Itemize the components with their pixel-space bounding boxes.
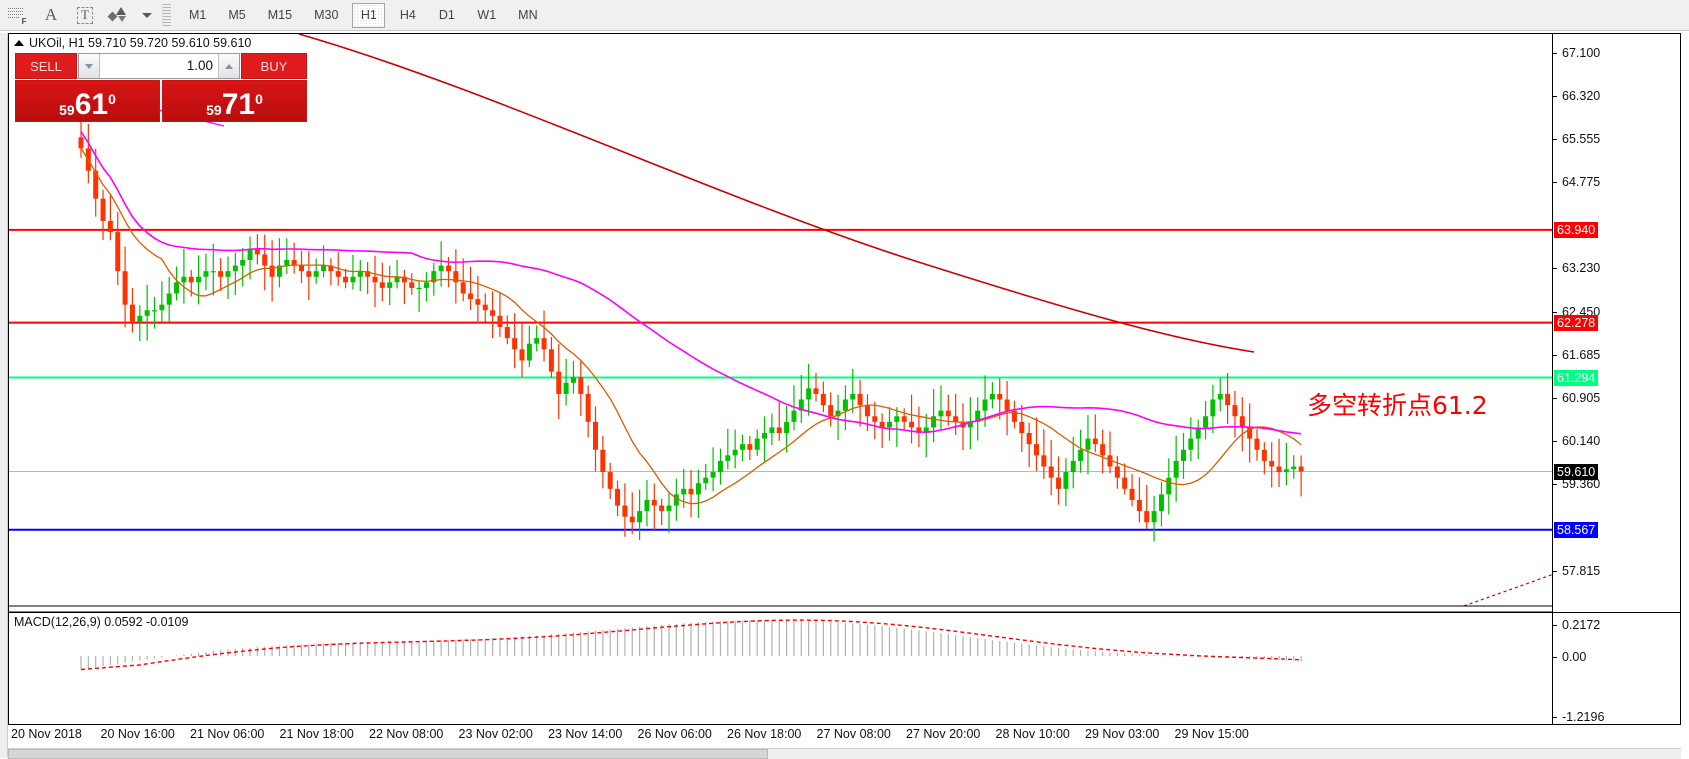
chart-canvas — [9, 34, 1552, 671]
crosshair-f-icon[interactable]: F — [0, 1, 34, 30]
chart-plot-area[interactable] — [9, 34, 1552, 724]
volume-decrement-button[interactable] — [79, 54, 100, 78]
price-axis[interactable]: 67.100 66.320 65.555 64.775 63.230 62.450 61.6… — [1552, 34, 1680, 724]
buy-price-main: 71 — [221, 88, 256, 121]
price-tick: 65.555 — [1553, 132, 1600, 146]
crosshair-f-glyph: F — [7, 6, 27, 26]
sell-price-prefix: 59 — [59, 102, 75, 118]
volume-increment-button[interactable] — [218, 54, 239, 78]
price-tick: 61.685 — [1553, 348, 1600, 362]
horizontal-scrollbar[interactable] — [8, 748, 1681, 759]
macd-separator — [9, 612, 1680, 613]
chart-frame: UKOil, H1 59.710 59.720 59.610 59.610 SE… — [8, 33, 1681, 725]
timeframe-mn[interactable]: MN — [518, 8, 538, 22]
symbol-arrow-icon — [14, 40, 24, 46]
time-tick: 26 Nov 18:00 — [727, 727, 802, 741]
time-tick: 21 Nov 18:00 — [279, 727, 354, 741]
volume-stepper[interactable]: 1.00 — [78, 53, 240, 79]
price-tick: 67.100 — [1553, 46, 1600, 60]
macd-axis-tick: 0.00 — [1553, 650, 1586, 664]
shapes-icon[interactable] — [102, 1, 136, 30]
trade-panel-prices: 59 61 0 59 71 0 — [15, 80, 307, 122]
sell-price-fraction: 0 — [108, 91, 116, 107]
time-tick: 23 Nov 14:00 — [548, 727, 623, 741]
timeframe-m30[interactable]: M30 — [314, 8, 339, 22]
price-level-badge[interactable]: 59.610 — [1554, 463, 1599, 480]
time-tick: 28 Nov 10:00 — [995, 727, 1070, 741]
price-tick: 63.230 — [1553, 261, 1600, 275]
price-tick: 57.815 — [1553, 564, 1600, 578]
macd-axis-tick: 0.2172 — [1553, 618, 1600, 632]
trade-panel-top: SELL 1.00 BUY — [15, 53, 307, 79]
vertical-scrollbar-left[interactable] — [0, 33, 8, 758]
timeframe-w1[interactable]: W1 — [477, 8, 497, 22]
time-tick: 21 Nov 06:00 — [190, 727, 265, 741]
price-tick: 59.360 — [1553, 477, 1600, 491]
time-axis: 20 Nov 2018 20 Nov 16:00 21 Nov 06:00 21 No… — [8, 726, 1681, 748]
chart-annotation: 多空转折点61.2 — [1307, 390, 1488, 420]
price-tick: 60.905 — [1553, 391, 1600, 405]
text-box-glyph: T — [77, 6, 93, 24]
text-label-icon[interactable]: A — [44, 5, 58, 24]
timeframe-d1[interactable]: D1 — [438, 8, 455, 22]
timeframe-group: M1 M5 M15 M30 H1 H4 D1 W1 MN — [175, 2, 546, 28]
time-tick: 23 Nov 02:00 — [458, 727, 533, 741]
toolbar: F A T M1 M5 M15 M30 H1 H4 D1 W1 MN — [0, 0, 1689, 31]
time-tick: 27 Nov 20:00 — [906, 727, 981, 741]
time-tick: 20 Nov 16:00 — [100, 727, 175, 741]
horizontal-scrollbar-thumb[interactable] — [8, 749, 768, 759]
time-tick: 26 Nov 06:00 — [637, 727, 712, 741]
shapes-glyph — [107, 7, 129, 23]
buy-price-prefix: 59 — [206, 102, 222, 118]
time-tick: 27 Nov 08:00 — [816, 727, 891, 741]
text-box-icon[interactable]: T — [68, 1, 102, 30]
price-level-badge[interactable]: 58.567 — [1554, 521, 1599, 538]
macd-indicator-label: MACD(12,26,9) 0.0592 -0.0109 — [14, 615, 189, 629]
sell-button[interactable]: SELL — [15, 53, 77, 79]
timeframe-h1[interactable]: H1 — [352, 2, 386, 28]
time-tick: 29 Nov 03:00 — [1085, 727, 1160, 741]
timeframe-m5[interactable]: M5 — [228, 8, 246, 22]
time-tick: 20 Nov 2018 — [11, 727, 82, 741]
sell-price-box[interactable]: 59 61 0 — [15, 80, 160, 122]
timeframe-m15[interactable]: M15 — [267, 8, 293, 22]
buy-price-box[interactable]: 59 71 0 — [162, 80, 307, 122]
macd-axis-tick: -1.2196 — [1553, 710, 1604, 724]
price-level-badge[interactable]: 61.294 — [1554, 369, 1599, 386]
timeframe-m1[interactable]: M1 — [189, 8, 207, 22]
timeframe-h4[interactable]: H4 — [399, 8, 416, 22]
buy-price-fraction: 0 — [255, 91, 263, 107]
volume-value[interactable]: 1.00 — [186, 58, 213, 73]
price-tick: 64.775 — [1553, 175, 1600, 189]
price-level-badge[interactable]: 63.940 — [1554, 221, 1599, 238]
symbol-header: UKOil, H1 59.710 59.720 59.610 59.610 — [14, 36, 251, 50]
chevron-up-icon — [225, 63, 233, 69]
symbol-header-text: UKOil, H1 59.710 59.720 59.610 59.610 — [29, 36, 252, 50]
toolbar-separator — [162, 4, 171, 26]
time-tick: 29 Nov 15:00 — [1174, 727, 1249, 741]
one-click-trade-panel: SELL 1.00 BUY 59 61 0 59 71 0 — [15, 53, 307, 122]
chevron-down-icon[interactable] — [136, 1, 158, 30]
buy-button[interactable]: BUY — [241, 53, 307, 79]
sell-price-main: 61 — [74, 88, 109, 121]
chevron-down-icon — [85, 63, 93, 69]
time-tick: 22 Nov 08:00 — [369, 727, 444, 741]
price-tick: 60.140 — [1553, 434, 1600, 448]
price-tick: 66.320 — [1553, 89, 1600, 103]
chevron-down-glyph — [142, 12, 152, 18]
price-level-badge[interactable]: 62.278 — [1554, 314, 1599, 331]
